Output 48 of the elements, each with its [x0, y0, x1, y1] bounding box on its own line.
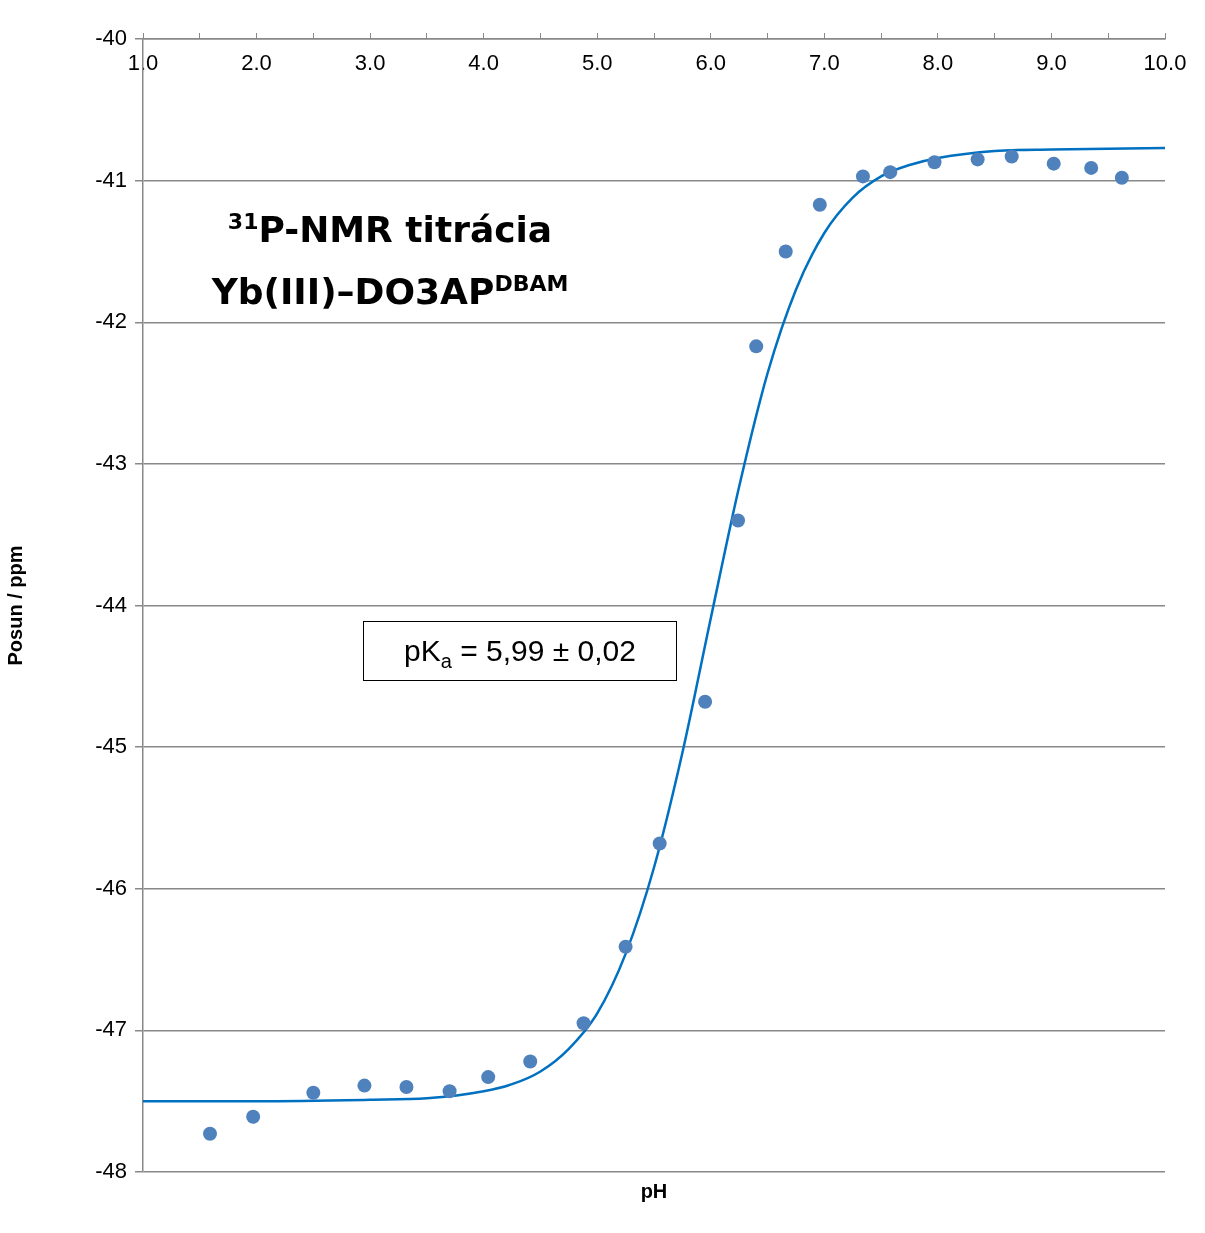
x-tick-label: 9.0 [1036, 50, 1067, 76]
x-tick-label: 8.0 [922, 50, 954, 76]
y-axis-title: Posun / ppm [3, 545, 26, 666]
point [883, 165, 898, 180]
point [698, 694, 713, 709]
point [523, 1054, 538, 1069]
point [618, 939, 633, 954]
point [970, 152, 985, 167]
y-tick-label: -42 [95, 308, 127, 334]
point [1114, 170, 1129, 185]
point [399, 1080, 414, 1095]
y-tick-label: -47 [95, 1016, 127, 1042]
point [778, 244, 793, 259]
point [1046, 156, 1061, 171]
annotation: pK$_{a}$ = 5,99 ± 0,02 [363, 621, 677, 681]
x-tick-label: 1.0 [127, 50, 159, 76]
y-tick-label: -43 [95, 449, 127, 475]
point [442, 1084, 457, 1099]
text: Yb(III)–DO3AP$^{DBAM}$ [210, 270, 570, 314]
y-tick-label: -46 [95, 874, 127, 900]
x-tick-label: 7.0 [809, 50, 840, 76]
point [749, 339, 764, 354]
point [855, 169, 870, 184]
text: $^{31}$P-NMR titrácia [226, 208, 554, 252]
x-axis-title: pH [639, 1180, 669, 1203]
x-tick-label: 3.0 [354, 50, 386, 76]
point [927, 155, 942, 170]
point [481, 1070, 496, 1085]
point [1004, 149, 1019, 164]
y-tick-label: -40 [95, 25, 127, 51]
point [1084, 160, 1099, 175]
point [306, 1085, 321, 1100]
x-tick-label: 2.0 [241, 50, 272, 76]
point [246, 1109, 261, 1124]
x-tick-label: 6.0 [695, 50, 727, 76]
y-tick-label: -48 [95, 1158, 127, 1184]
point [576, 1016, 591, 1031]
y-tick-label: -45 [95, 733, 127, 759]
point [357, 1078, 372, 1093]
point [731, 513, 746, 528]
point [812, 197, 827, 212]
point [203, 1126, 217, 1141]
x-tick-label: 5.0 [581, 50, 613, 76]
y-tick-label: -41 [95, 166, 127, 192]
x-tick-label: 10.0 [1143, 50, 1187, 76]
point [652, 836, 667, 851]
x-tick-label: 4.0 [468, 50, 499, 76]
y-tick-label: -44 [95, 591, 127, 617]
